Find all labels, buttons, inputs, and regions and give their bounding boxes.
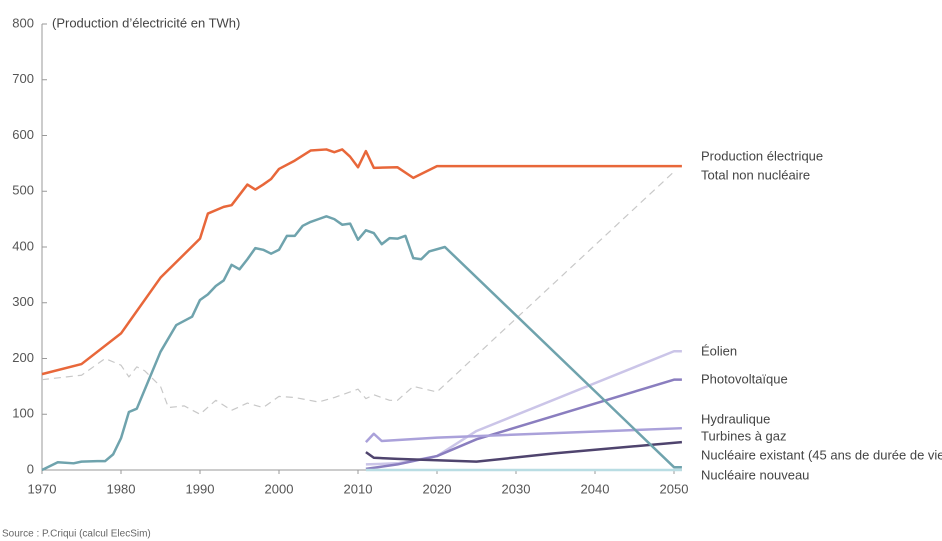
legend-label: Nucléaire existant (45 ans de durée de v… xyxy=(701,447,942,462)
legend-label: Photovoltaïque xyxy=(701,371,788,386)
chart-title: (Production d’électricité en TWh) xyxy=(52,15,240,30)
y-tick-label: 700 xyxy=(12,71,34,86)
series-line xyxy=(41,215,682,472)
y-tick-label: 300 xyxy=(12,294,34,309)
series-line xyxy=(365,350,682,466)
legend-label: Hydraulique xyxy=(701,411,770,426)
x-tick-label: 1970 xyxy=(28,481,57,496)
y-tick-label: 0 xyxy=(27,461,34,476)
legend-label: Nucléaire nouveau xyxy=(701,467,809,482)
series-line xyxy=(41,171,675,415)
series-line xyxy=(365,378,682,471)
legend-label: Total non nucléaire xyxy=(701,167,810,182)
x-tick-label: 2010 xyxy=(344,481,373,496)
x-tick-label: 2000 xyxy=(265,481,294,496)
y-tick-label: 100 xyxy=(12,406,34,421)
legend-label: Production électrique xyxy=(701,148,823,163)
y-tick-label: 200 xyxy=(12,350,34,365)
legend-label: Turbines à gaz xyxy=(701,428,787,443)
x-tick-label: 2020 xyxy=(423,481,452,496)
x-tick-label: 2030 xyxy=(502,481,531,496)
x-tick-label: 1990 xyxy=(186,481,215,496)
source: Source : P.Criqui (calcul ElecSim) xyxy=(2,529,151,540)
series-line xyxy=(41,148,682,376)
y-tick-label: 500 xyxy=(12,183,34,198)
x-tick-label: 2040 xyxy=(581,481,610,496)
series-line xyxy=(365,440,683,463)
series-line xyxy=(364,426,682,443)
legend-label: Éolien xyxy=(701,343,737,358)
y-tick-label: 400 xyxy=(12,238,34,253)
x-tick-label: 2050 xyxy=(660,481,689,496)
y-tick-label: 800 xyxy=(12,15,34,30)
x-tick-label: 1980 xyxy=(107,481,136,496)
y-tick-label: 600 xyxy=(12,127,34,142)
